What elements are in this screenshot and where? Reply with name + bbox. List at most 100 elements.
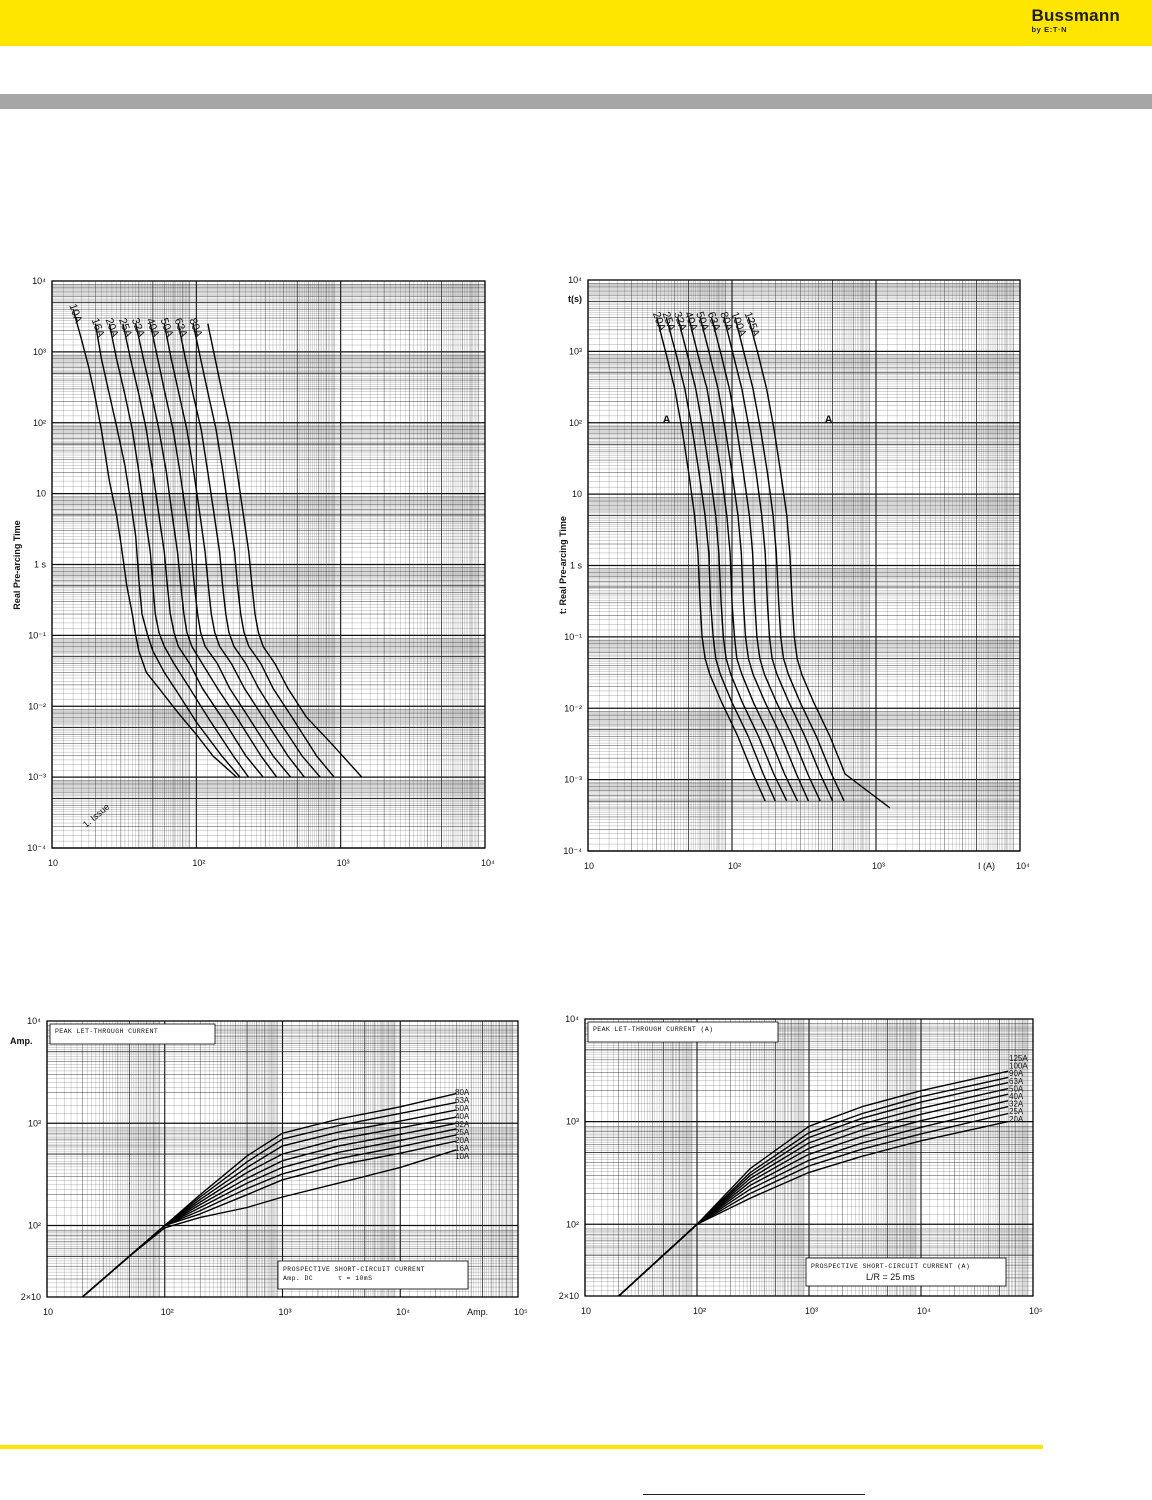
series-label: 63A [455, 1096, 470, 1105]
x-tick-label: Amp. [467, 1307, 488, 1317]
x-tick-label: 10 [43, 1307, 53, 1317]
x-tick-label: 10³ [872, 861, 885, 871]
x-axis-label: I (A) [978, 861, 995, 871]
x-tick-label: 10² [693, 1306, 706, 1316]
series-line-7 [177, 323, 321, 778]
plot-frame [51, 280, 486, 849]
section-divider-bar [0, 94, 1152, 109]
series-line-0 [72, 309, 238, 778]
series-line-1 [665, 317, 776, 802]
series-label: 16A [455, 1144, 470, 1153]
y-tick-label: 10⁻¹ [28, 630, 46, 640]
series-line-8 [618, 1120, 1009, 1297]
x-tick-label: 10 [581, 1306, 591, 1316]
legend-line: PROSPECTIVE SHORT-CIRCUIT CURRENT [283, 1266, 425, 1273]
x-tick-label: 10⁵ [514, 1307, 528, 1317]
series-line-5 [149, 323, 292, 778]
y-tick-label: 10⁻¹ [564, 632, 582, 642]
series-label: 25A [455, 1128, 470, 1137]
x-tick-label: 10⁴ [481, 858, 495, 868]
y-tick-label: 10⁴ [27, 1016, 41, 1026]
x-tick-label: 10² [161, 1307, 174, 1317]
title-box [49, 1023, 216, 1045]
title-box [587, 1021, 779, 1043]
y-tick-label: 10⁻³ [564, 775, 582, 785]
y-axis-label: Real Pre-arcing Time [12, 520, 22, 609]
y-tick-label: 10³ [566, 1117, 579, 1127]
y-tick-label: 10³ [28, 1118, 41, 1128]
series-label: 63A [1009, 1077, 1024, 1086]
series-line-8 [192, 323, 335, 778]
y-tick-label: 10⁻² [564, 703, 582, 713]
footer-rule [643, 1494, 865, 1495]
y-tick-label: 10⁴ [568, 275, 582, 285]
x-tick-label: 10⁴ [396, 1307, 410, 1317]
series-line-0 [656, 317, 766, 802]
series-label: 50A [1009, 1084, 1024, 1093]
chart-title: PEAK LET-THROUGH CURRENT (A) [593, 1026, 713, 1033]
series-line-7 [734, 317, 845, 802]
brand-logo: Bussmann by E:T·N [1031, 6, 1120, 34]
series-line-1 [94, 323, 241, 778]
series-label: 125A [1009, 1054, 1028, 1063]
series-line-8 [747, 317, 891, 809]
x-tick-label: 10⁴ [917, 1306, 931, 1316]
series-label: 40A [455, 1112, 470, 1121]
series-line-2 [108, 323, 250, 778]
x-tick-label: 10 [584, 861, 594, 871]
y-tick-label: 10⁴ [565, 1014, 579, 1024]
grid [51, 281, 485, 849]
series-line-4 [135, 323, 278, 778]
x-tick-label: 10 [48, 858, 58, 868]
header-bar: Bussmann by E:T·N [0, 0, 1152, 46]
y-tick-label: 1 s [570, 561, 583, 571]
footer-accent-line [0, 1445, 1043, 1449]
series-line-9 [207, 323, 363, 778]
legend-line: Amp. DC [283, 1275, 313, 1282]
series-label: 90A [1009, 1069, 1024, 1078]
series-line-6 [163, 323, 305, 778]
curve-marker: A [663, 414, 671, 426]
legend-line: PROSPECTIVE SHORT-CIRCUIT CURRENT (A) [811, 1263, 970, 1270]
legend-line: L/R = 25 ms [866, 1272, 915, 1282]
series-label: 10A [455, 1152, 470, 1161]
series-line-3 [122, 323, 264, 778]
series-label: 20A [455, 1136, 470, 1145]
series-line-6 [723, 317, 834, 802]
y-tick-label: 10 [36, 489, 46, 499]
x-tick-label: 10⁴ [1016, 861, 1030, 871]
brand-name: Bussmann [1031, 6, 1120, 25]
legend-box [277, 1260, 469, 1290]
legend-line: τ = 10mS [338, 1275, 372, 1282]
series-line-3 [688, 317, 799, 802]
y-tick-label: 10² [569, 418, 582, 428]
y-unit-label: t(s) [568, 294, 582, 304]
series-line-2 [677, 317, 788, 802]
series-label: 50A [455, 1104, 470, 1113]
legend-box [805, 1257, 1007, 1287]
y-tick-label: 10⁻³ [28, 772, 46, 782]
y-axis-label: Amp. [10, 1036, 33, 1046]
x-tick-label: 10² [728, 861, 741, 871]
grid [584, 1019, 1033, 1297]
series-label: 32A [1009, 1100, 1024, 1109]
y-tick-label: 2×10 [559, 1291, 579, 1301]
series-line-8 [81, 1149, 457, 1298]
x-tick-label: 10² [192, 858, 205, 868]
y-tick-label: 1 s [34, 560, 47, 570]
series-label: 80A [455, 1088, 470, 1097]
chart-title: PEAK LET-THROUGH CURRENT [55, 1028, 158, 1035]
y-tick-label: 10² [33, 418, 46, 428]
brand-byline: by E:T·N [1031, 25, 1068, 34]
curve-marker: A [825, 414, 833, 426]
series-label: 25A [1009, 1107, 1024, 1116]
y-tick-label: 10⁻² [28, 701, 46, 711]
plot-frame [46, 1020, 519, 1298]
series-line-4 [699, 317, 810, 802]
y-tick-label: 2×10 [21, 1292, 41, 1302]
series-label: 20A [1009, 1115, 1024, 1124]
